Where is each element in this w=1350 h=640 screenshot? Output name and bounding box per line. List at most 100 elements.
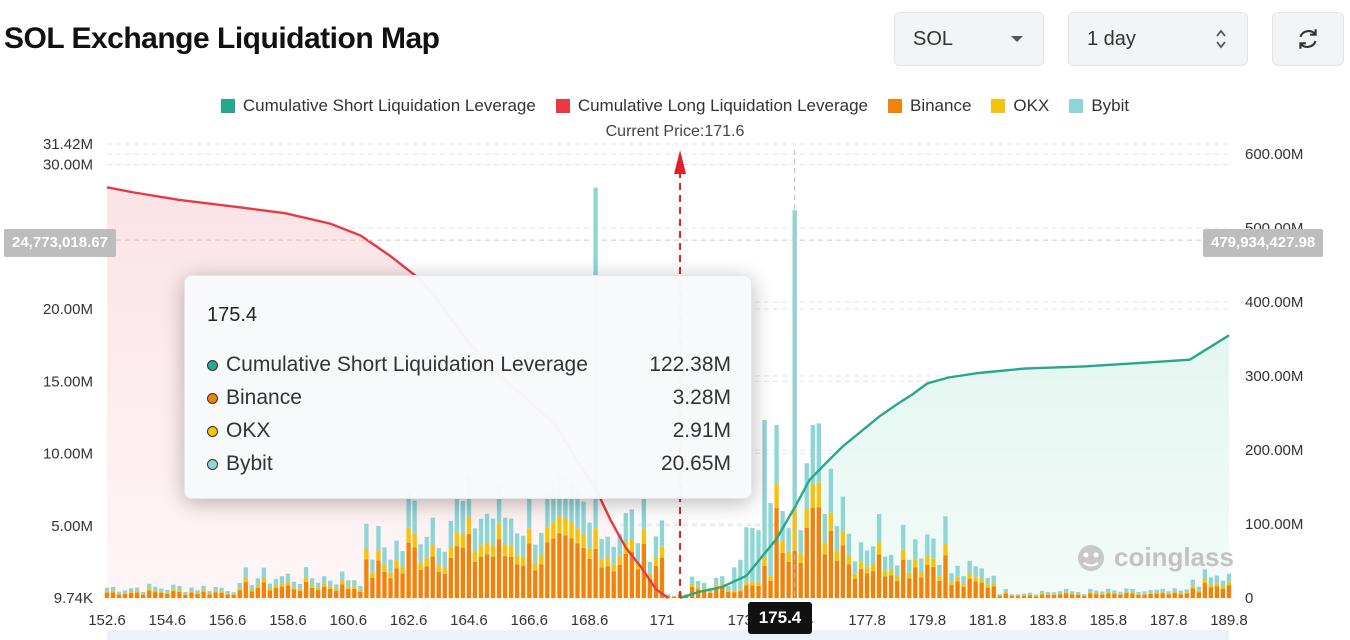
okx-bar [1208,584,1214,588]
crosshair-right-value: 479,934,427.98 [1203,229,1324,257]
binance-bar [183,594,188,598]
bybit-bar [448,520,454,548]
okx-bar [1142,593,1147,595]
binance-bar [165,593,170,598]
binance-bar [1160,593,1165,598]
binance-bar [454,546,460,598]
binance-bar [1027,595,1033,598]
binance-bar [297,590,303,598]
okx-bar [147,588,152,591]
bybit-bar [527,492,532,529]
bybit-bar [267,583,273,589]
x-tick-label: 181.8 [969,612,1007,629]
binance-bar [466,534,472,598]
bybit-bar [1015,594,1021,596]
bybit-bar [346,580,351,587]
binance-bar [1136,594,1141,598]
binance-bar [569,538,574,598]
okx-bar [418,562,423,571]
binance-bar [750,585,755,598]
binance-bar [382,571,387,598]
bybit-bar [816,423,821,483]
bybit-bar [394,540,399,561]
okx-bar [925,556,930,565]
binance-bar [997,596,1002,598]
binance-bar [882,576,888,598]
bybit-bar [104,587,110,592]
binance-bar [110,592,116,598]
bybit-bar [780,511,785,541]
bybit-bar [165,589,170,593]
y-right-tick-label: 100.00M [1245,516,1303,533]
okx-bar [840,531,846,546]
okx-bar [508,545,514,557]
okx-bar [1124,591,1129,594]
okx-bar [153,590,158,593]
bybit-bar [1076,592,1081,595]
bybit-bar [581,501,586,535]
legend-item-long[interactable]: Cumulative Long Liquidation Leverage [555,96,868,116]
bybit-bar [925,534,930,557]
okx-bar [334,589,339,591]
okx-bar [816,482,821,508]
binance-bar [907,578,912,598]
okx-bar [949,581,954,586]
okx-bar [1003,592,1008,594]
binance-bar [774,508,779,598]
okx-bar [195,592,200,595]
legend-item-okx[interactable]: OKX [991,96,1049,116]
binance-bar [533,570,538,598]
y-right-tick-label: 0 [1245,590,1253,607]
binance-bar [575,543,580,598]
bybit-bar [171,584,176,590]
bybit-bar [810,424,815,484]
bybit-bar [515,533,520,556]
bybit-bar [587,522,592,549]
bybit-bar [1220,580,1226,587]
bybit-bar [484,513,490,543]
okx-bar [255,585,260,588]
okx-bar [141,594,146,595]
x-tick-label: 160.6 [330,612,368,629]
okx-bar [1154,592,1159,594]
bybit-bar [864,550,870,567]
binance-bar [846,564,852,598]
bybit-bar [1082,593,1087,596]
okx-bar [780,540,785,553]
coin-select[interactable]: SOL [894,12,1044,66]
bybit-bar [340,571,345,581]
bybit-bar [207,591,212,594]
okx-bar [352,586,357,589]
y-right-tick-label: 400.00M [1245,294,1303,311]
bybit-bar [744,527,749,582]
binance-bar [635,569,641,598]
okx-bar [768,576,773,581]
dot-icon [207,392,218,404]
bybit-bar [249,585,254,590]
okx-bar [997,595,1002,597]
legend-item-short[interactable]: Cumulative Short Liquidation Leverage [220,96,536,116]
bybit-bar [901,524,906,550]
legend-item-binance[interactable]: Binance [887,96,971,116]
range-select[interactable]: 1 day [1068,12,1248,66]
binance-bar [1214,586,1220,598]
binance-bar [744,585,749,598]
bybit-bar [617,534,622,556]
okx-bar [864,566,870,574]
okx-bar [889,569,894,576]
okx-bar [611,564,616,572]
bybit-bar [436,548,441,566]
binance-bar [496,539,502,598]
okx-bar [122,592,128,594]
binance-bar [1202,583,1208,598]
bybit-bar [647,561,653,575]
okx-bar [1172,591,1177,593]
binance-bar [490,556,496,598]
okx-bar [726,590,731,592]
x-tick-label: 162.6 [390,612,428,629]
chart-tooltip: 175.4 Cumulative Short Liquidation Lever… [184,275,752,499]
refresh-icon [1299,29,1317,49]
binance-bar [195,594,200,598]
refresh-button[interactable] [1272,12,1344,66]
legend-item-bybit[interactable]: Bybit [1069,96,1129,116]
